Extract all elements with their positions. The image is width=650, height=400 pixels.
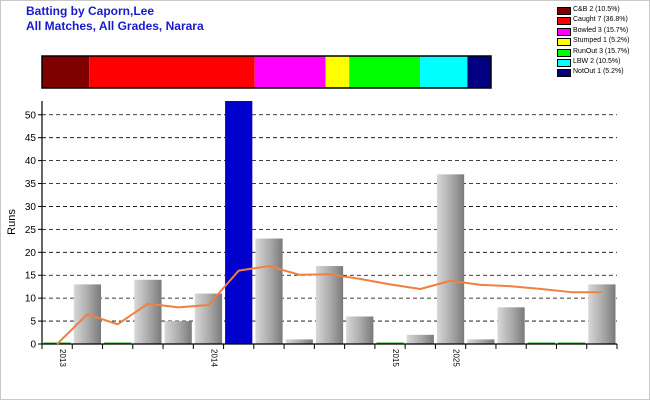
y-tick-label: 10 (25, 294, 37, 305)
legend-label: NotOut 1 (5.2%) (573, 68, 624, 76)
y-axis-title: Runs (6, 209, 18, 235)
legend-swatch (557, 38, 571, 47)
runs-bar (346, 316, 374, 344)
runs-bar (436, 174, 465, 344)
dismissal-segment (467, 56, 491, 88)
y-tick-label: 5 (30, 317, 36, 328)
legend-label: Bowled 3 (15.7%) (573, 26, 629, 34)
highest-score-bar (225, 101, 253, 344)
legend-swatch (557, 27, 571, 36)
legend-swatch (557, 69, 571, 78)
x-tick-label: 2013 (58, 349, 67, 367)
runs-bar (467, 339, 495, 344)
legend-swatch (557, 48, 571, 57)
y-tick-label: 40 (25, 156, 37, 167)
runs-bar (497, 307, 525, 344)
dismissal-segment (325, 56, 350, 88)
y-tick-label: 35 (25, 179, 37, 190)
legend-label: C&B 2 (10.5%) (573, 6, 620, 13)
legend-label: RunOut 3 (15.7%) (573, 47, 630, 55)
runs-bar (406, 334, 434, 344)
y-tick-label: 30 (25, 202, 37, 213)
runs-bar (285, 339, 313, 344)
x-tick-label: 2014 (209, 349, 218, 367)
duck-bar (527, 342, 555, 344)
legend-label: LBW 2 (10.5%) (573, 57, 621, 65)
dismissal-segment (420, 56, 468, 88)
dismissal-segment (89, 56, 255, 88)
y-tick-label: 45 (25, 133, 37, 144)
duck-bar (104, 342, 132, 344)
legend-swatch (557, 7, 571, 15)
y-tick-label: 25 (25, 225, 37, 236)
runs-bar (194, 293, 223, 344)
y-tick-label: 20 (25, 248, 37, 259)
y-tick-label: 15 (25, 271, 37, 282)
runs-bar (255, 238, 283, 344)
duck-bar (557, 342, 586, 344)
x-tick-label: 2015 (391, 349, 400, 367)
runs-bar (134, 279, 162, 344)
legend-swatch (557, 17, 571, 26)
runs-bar (164, 321, 192, 344)
y-tick-label: 0 (30, 340, 36, 351)
x-tick-label: 2025 (452, 349, 461, 367)
duck-bar (376, 342, 404, 344)
legend-label: Caught 7 (36.8%) (573, 16, 628, 24)
dismissal-bar-border (41, 55, 492, 89)
legend-swatch (557, 58, 571, 67)
y-tick-label: 50 (25, 110, 37, 121)
legend-label: Stumped 1 (5.2%) (573, 37, 630, 45)
chart-subtitle: All Matches, All Grades, Narara (26, 19, 204, 33)
average-line (56, 265, 602, 345)
dismissal-segment (349, 56, 421, 88)
runs-bar (315, 266, 344, 344)
chart-title: Batting by Caporn,Lee (26, 4, 155, 18)
runs-bar (588, 284, 616, 344)
dismissal-segment (254, 56, 326, 88)
dismissal-segment (42, 56, 90, 88)
